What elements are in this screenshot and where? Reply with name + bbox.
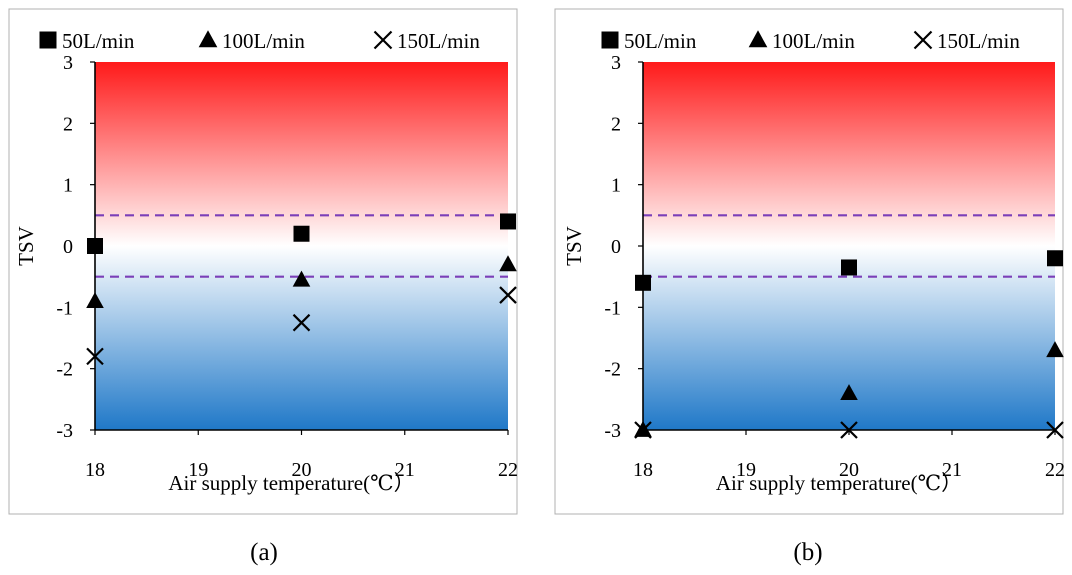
y-tick-label: -3 bbox=[604, 420, 621, 442]
data-point-square bbox=[500, 213, 516, 230]
x-tick-label: 22 bbox=[498, 459, 518, 481]
data-point-x bbox=[499, 286, 517, 304]
data-point-triangle bbox=[499, 255, 517, 272]
legend-label: 150L/min bbox=[397, 29, 480, 53]
x-tick-label: 20 bbox=[292, 459, 312, 481]
x-tick-label: 19 bbox=[188, 459, 208, 481]
data-point-square bbox=[293, 225, 310, 242]
legend-marker-x bbox=[913, 30, 933, 50]
data-point-triangle bbox=[86, 292, 104, 309]
y-tick-label: 2 bbox=[63, 113, 73, 135]
data-point-square bbox=[841, 259, 857, 276]
y-tick-label: -1 bbox=[604, 297, 621, 319]
y-axis-label: TSV bbox=[562, 226, 586, 266]
x-tick-label: 19 bbox=[736, 459, 756, 481]
data-point-square bbox=[87, 238, 103, 254]
legend-label: 150L/min bbox=[937, 29, 1020, 53]
y-tick-label: 1 bbox=[63, 175, 73, 197]
data-point-triangle bbox=[292, 270, 311, 287]
data-point-x bbox=[86, 347, 104, 366]
data-point-x bbox=[840, 421, 858, 439]
data-point-x bbox=[1046, 421, 1064, 439]
legend-marker-triangle bbox=[198, 30, 218, 48]
plot-background bbox=[643, 62, 1055, 430]
legend-label: 100L/min bbox=[772, 29, 855, 53]
data-point-x bbox=[634, 421, 652, 439]
y-tick-label: -1 bbox=[56, 297, 73, 319]
plot-background bbox=[95, 62, 508, 430]
legend-label: 50L/min bbox=[62, 29, 135, 53]
panel-caption: (a) bbox=[250, 539, 278, 566]
x-tick-label: 18 bbox=[85, 459, 105, 481]
legend-marker-square bbox=[601, 31, 619, 49]
data-point-triangle bbox=[840, 384, 858, 401]
y-tick-label: 1 bbox=[611, 175, 621, 197]
y-tick-label: 2 bbox=[611, 113, 621, 135]
x-tick-label: 20 bbox=[839, 459, 859, 481]
y-axis-label: TSV bbox=[14, 226, 38, 266]
x-tick-label: 22 bbox=[1045, 459, 1065, 481]
legend-label: 100L/min bbox=[222, 29, 305, 53]
y-tick-label: 0 bbox=[63, 236, 73, 258]
data-point-triangle bbox=[1046, 341, 1064, 358]
legend-label: 50L/min bbox=[624, 29, 697, 53]
panel-caption: (b) bbox=[793, 539, 822, 566]
y-tick-label: 3 bbox=[63, 52, 73, 74]
y-tick-label: 0 bbox=[611, 236, 621, 258]
x-tick-label: 21 bbox=[395, 459, 415, 481]
x-tick-label: 18 bbox=[633, 459, 653, 481]
x-axis-label: Air supply temperature(℃） bbox=[168, 471, 414, 495]
y-tick-label: -2 bbox=[56, 359, 73, 381]
x-axis-label: Air supply temperature(℃） bbox=[716, 471, 962, 495]
data-point-square bbox=[635, 274, 651, 291]
legend-marker-triangle bbox=[748, 30, 768, 48]
y-tick-label: -2 bbox=[604, 359, 621, 381]
y-tick-label: 3 bbox=[611, 52, 621, 74]
x-tick-label: 21 bbox=[942, 459, 962, 481]
y-tick-label: -3 bbox=[56, 420, 73, 442]
data-point-x bbox=[292, 313, 311, 332]
legend-marker-square bbox=[39, 31, 57, 49]
legend-marker-x bbox=[373, 30, 393, 50]
data-point-square bbox=[1047, 250, 1063, 267]
